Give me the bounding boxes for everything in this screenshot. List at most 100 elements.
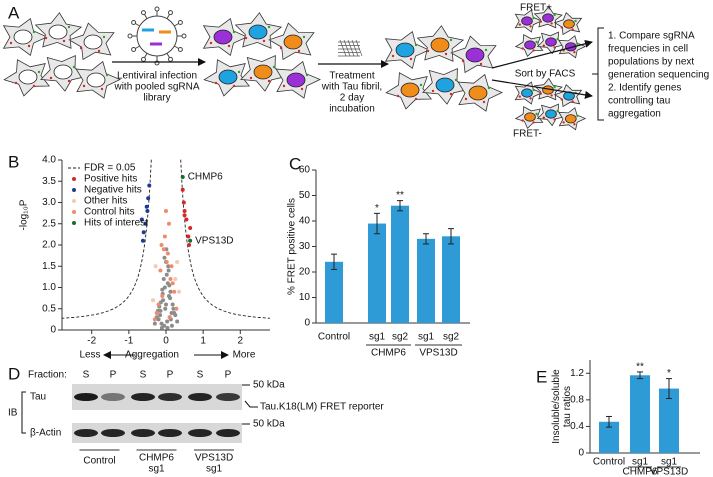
dot: [521, 119, 524, 122]
band: [188, 393, 212, 401]
dot: [550, 94, 553, 97]
point: [182, 209, 187, 213]
nucleus: [86, 72, 106, 88]
group-label: sg1: [206, 464, 223, 475]
step-text: library: [143, 93, 170, 104]
point: [156, 302, 161, 307]
dot: [262, 39, 266, 43]
virus-spike: [144, 14, 148, 19]
point: [139, 217, 144, 222]
dot: [267, 79, 271, 83]
x-label: More: [233, 350, 256, 361]
y-tick-label: 4.0: [42, 155, 56, 166]
legend-label: FDR = 0.05: [84, 163, 136, 174]
y-tick-label: 0.5: [42, 303, 56, 314]
y-tick-label: 1.2: [570, 368, 584, 379]
group-label: sg1: [148, 464, 165, 475]
y-axis-label: Insoluble/soluble: [551, 369, 562, 444]
point: [180, 187, 185, 192]
dot: [72, 65, 76, 69]
virus-spike: [144, 53, 148, 58]
x-tick-label: sg2: [443, 332, 460, 343]
nucleus: [253, 64, 273, 80]
dot: [302, 35, 306, 39]
nucleus: [545, 109, 557, 119]
point: [177, 289, 181, 294]
group-label: CHMP6: [371, 348, 406, 359]
marker-label: 50 kDa: [253, 380, 285, 391]
dot: [67, 25, 71, 29]
nucleus: [213, 29, 233, 45]
point: [172, 311, 177, 315]
dot: [444, 52, 448, 56]
group-label: Control: [83, 456, 115, 467]
point: [145, 209, 150, 213]
dot: [574, 19, 577, 23]
y-tick-label: 3.0: [42, 197, 56, 208]
point: [167, 315, 172, 320]
y-tick-label: 2.0: [42, 240, 56, 251]
dot: [539, 92, 542, 95]
virus-knob: [168, 56, 173, 62]
cell-cluster: [2, 12, 121, 99]
panel-label: A: [8, 3, 20, 22]
nucleus: [48, 24, 68, 40]
y-tick-label: 40: [299, 216, 311, 227]
virus-spike: [135, 45, 140, 49]
outcome-text: generation sequencing: [608, 70, 709, 81]
dot: [414, 43, 418, 47]
dot: [461, 59, 465, 63]
sort-text: Sort by FACS: [515, 69, 576, 80]
y-tick-label: 1.5: [42, 261, 56, 272]
group-label: VPS13D: [650, 467, 688, 477]
dot: [484, 48, 488, 52]
dot: [419, 83, 423, 87]
fraction: P: [167, 370, 174, 381]
band: [74, 429, 98, 437]
dot: [553, 13, 556, 17]
point-label: VPS13D: [195, 235, 233, 246]
point: [188, 238, 193, 243]
outcome-text: 2. Identify genes: [608, 83, 681, 94]
dot: [9, 41, 13, 45]
x-tick-label: sg1: [661, 457, 678, 468]
group-label: VPS13D: [419, 348, 457, 359]
point: [181, 200, 186, 205]
dot: [449, 38, 453, 42]
y-tick-label: 60: [299, 165, 311, 176]
point: [188, 226, 193, 230]
ib-label: IB: [8, 408, 18, 419]
nucleus: [564, 42, 577, 52]
virus-spike: [166, 14, 170, 19]
point: [158, 268, 163, 273]
fraction: S: [140, 370, 147, 381]
fraction: P: [225, 370, 232, 381]
band: [74, 393, 98, 401]
dot: [532, 16, 535, 20]
point: [159, 325, 164, 330]
point: [171, 306, 176, 311]
arrow: [491, 39, 593, 69]
y-tick-label: 0: [578, 448, 584, 459]
virus-spike: [135, 23, 140, 27]
legend-label: Hits of interest: [84, 218, 148, 229]
dot: [487, 86, 491, 90]
band: [188, 429, 212, 437]
y-axis-label: -log₁₀P: [19, 199, 30, 230]
dot: [414, 97, 418, 101]
nucleus: [564, 114, 577, 124]
legend-marker: [72, 221, 76, 225]
virus-knob: [177, 47, 183, 52]
dot: [396, 94, 400, 98]
dot: [44, 36, 48, 40]
dot: [539, 20, 542, 23]
outcome-text: frequencies in cell: [608, 44, 688, 55]
point: [169, 264, 174, 269]
point: [184, 217, 189, 222]
dot: [232, 30, 236, 34]
dot: [560, 98, 563, 101]
nucleus: [563, 19, 575, 29]
dot: [49, 76, 53, 80]
nucleus: [545, 37, 557, 47]
point: [159, 321, 164, 326]
